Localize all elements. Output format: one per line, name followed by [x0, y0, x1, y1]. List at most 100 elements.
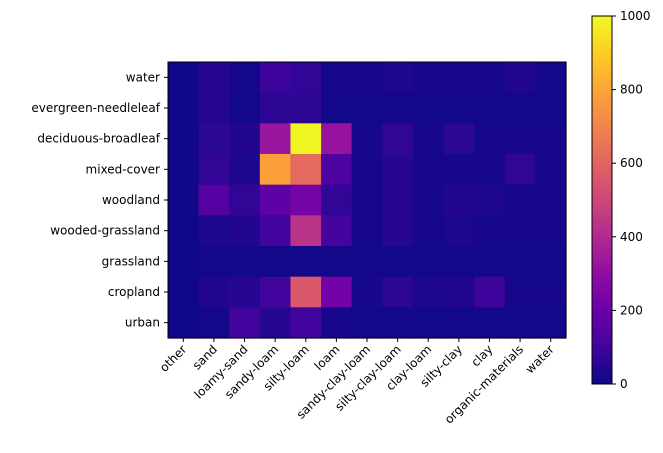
y-tick-label-wooded-grassland: wooded-grassland [50, 224, 160, 238]
heatmap-cell-urban-water [535, 307, 567, 339]
heatmap-cell-grassland-organic-materials [504, 246, 536, 278]
heatmap-cell-deciduous-broadleaf-clay [474, 123, 506, 155]
heatmap-cell-cropland-silty-loam [290, 276, 322, 308]
heatmap-cell-cropland-clay [474, 276, 506, 308]
heatmap-cell-mixed-cover-loam [321, 154, 353, 186]
heatmap-cell-water-organic-materials [504, 62, 536, 94]
heatmap-cell-wooded-grassland-water [535, 215, 567, 247]
heatmap-cell-evergreen-needleleaf-silty-loam [290, 92, 322, 124]
heatmap-cell-water-silty-clay [443, 62, 475, 94]
heatmap-cell-grassland-silty-loam [290, 246, 322, 278]
heatmap-cell-water-clay-loam [412, 62, 445, 94]
colorbar-tick-label: 0 [620, 377, 628, 391]
heatmap-cell-woodland-sand [198, 184, 230, 216]
heatmap-cell-wooded-grassland-sand [198, 215, 230, 247]
heatmap-cell-deciduous-broadleaf-sandy-clay-loam [351, 123, 383, 155]
heatmap-cell-evergreen-needleleaf-clay [474, 92, 506, 124]
heatmap-cell-woodland-sandy-loam [259, 184, 292, 216]
heatmap-cell-deciduous-broadleaf-organic-materials [504, 123, 536, 155]
heatmap-cell-mixed-cover-other [168, 154, 200, 186]
heatmap-cell-urban-sand [198, 307, 230, 339]
heatmap-cell-wooded-grassland-sandy-loam [259, 215, 292, 247]
colorbar-tick-label: 200 [620, 303, 643, 317]
y-tick-label-woodland: woodland [102, 193, 160, 207]
heatmap-cell-grassland-loam [321, 246, 353, 278]
heatmap-cell-grassland-sand [198, 246, 230, 278]
heatmap-cell-deciduous-broadleaf-clay-loam [412, 123, 445, 155]
heatmap-cell-cropland-sandy-loam [259, 276, 292, 308]
heatmap-cell-evergreen-needleleaf-silty-clay-loam [382, 92, 414, 124]
heatmap-cell-water-loamy-sand [229, 62, 261, 94]
heatmap-cell-cropland-silty-clay-loam [382, 276, 414, 308]
heatmap-cell-grassland-sandy-loam [259, 246, 292, 278]
heatmap-cell-deciduous-broadleaf-silty-loam [290, 123, 322, 155]
heatmap-cell-water-other [168, 62, 200, 94]
heatmap-cell-mixed-cover-water [535, 154, 567, 186]
heatmap-cell-grassland-silty-clay [443, 246, 475, 278]
heatmap-cell-evergreen-needleleaf-loamy-sand [229, 92, 261, 124]
heatmap-cell-mixed-cover-sand [198, 154, 230, 186]
x-tick-label-water: water [523, 342, 557, 376]
heatmap-cell-wooded-grassland-clay [474, 215, 506, 247]
heatmap-cell-wooded-grassland-clay-loam [412, 215, 445, 247]
y-axis: water evergreen-needleleaf deciduous-broad… [31, 70, 168, 330]
heatmap-cell-urban-sandy-loam [259, 307, 292, 339]
heatmap-cell-deciduous-broadleaf-loamy-sand [229, 123, 261, 155]
y-tick-label-deciduous-broadleaf: deciduous-broadleaf [37, 132, 160, 146]
heatmap-cell-woodland-silty-clay-loam [382, 184, 414, 216]
heatmap-cell-urban-other [168, 307, 200, 339]
heatmap-cell-evergreen-needleleaf-sand [198, 92, 230, 124]
heatmap-cell-woodland-organic-materials [504, 184, 536, 216]
heatmap-cell-urban-loam [321, 307, 353, 339]
heatmap-cell-urban-sandy-clay-loam [351, 307, 383, 339]
heatmap-cell-cropland-sand [198, 276, 230, 308]
heatmap-cell-water-loam [321, 62, 353, 94]
heatmap-cell-urban-organic-materials [504, 307, 536, 339]
heatmap-cell-water-sandy-clay-loam [351, 62, 383, 94]
heatmap-cell-mixed-cover-sandy-loam [259, 154, 292, 186]
heatmap-cell-wooded-grassland-sandy-clay-loam [351, 215, 383, 247]
heatmap-cell-wooded-grassland-silty-clay [443, 215, 475, 247]
heatmap-cell-mixed-cover-organic-materials [504, 154, 536, 186]
heatmap-cell-cropland-organic-materials [504, 276, 536, 308]
heatmap-cell-urban-loamy-sand [229, 307, 261, 339]
heatmap-cell-urban-clay [474, 307, 506, 339]
heatmap-cell-mixed-cover-loamy-sand [229, 154, 261, 186]
y-tick-label-mixed-cover: mixed-cover [86, 162, 161, 176]
heatmap-cell-evergreen-needleleaf-sandy-clay-loam [351, 92, 383, 124]
heatmap-cell-wooded-grassland-silty-clay-loam [382, 215, 414, 247]
heatmap-cell-cropland-loam [321, 276, 353, 308]
heatmap-cell-deciduous-broadleaf-sandy-loam [259, 123, 292, 155]
heatmap-cell-deciduous-broadleaf-other [168, 123, 200, 155]
heatmap-cell-cropland-water [535, 276, 567, 308]
heatmap-cell-cropland-clay-loam [412, 276, 445, 308]
heatmap-cell-grassland-silty-clay-loam [382, 246, 414, 278]
heatmap-cell-water-silty-clay-loam [382, 62, 414, 94]
heatmap-cell-wooded-grassland-organic-materials [504, 215, 536, 247]
heatmap-cell-wooded-grassland-other [168, 215, 200, 247]
heatmap-cell-deciduous-broadleaf-silty-clay [443, 123, 475, 155]
heatmap-cell-water-silty-loam [290, 62, 322, 94]
heatmap-cell-woodland-loam [321, 184, 353, 216]
heatmap-cell-water-water [535, 62, 567, 94]
y-tick-label-evergreen-needleleaf: evergreen-needleleaf [31, 101, 160, 115]
heatmap-cell-evergreen-needleleaf-silty-clay [443, 92, 475, 124]
colorbar-tick-label: 600 [620, 156, 643, 170]
heatmap-cell-urban-clay-loam [412, 307, 445, 339]
heatmap-cell-cropland-loamy-sand [229, 276, 261, 308]
heatmap-cells [168, 62, 567, 339]
heatmap-cell-deciduous-broadleaf-water [535, 123, 567, 155]
heatmap-cell-grassland-loamy-sand [229, 246, 261, 278]
x-tick-label-clay: clay [468, 342, 495, 369]
heatmap-cell-urban-silty-clay [443, 307, 475, 339]
heatmap-cell-grassland-water [535, 246, 567, 278]
x-tick-label-other: other [157, 342, 190, 375]
heatmap-cell-grassland-clay [474, 246, 506, 278]
heatmap-cell-wooded-grassland-loamy-sand [229, 215, 261, 247]
heatmap-cell-woodland-silty-clay [443, 184, 475, 216]
heatmap-cell-deciduous-broadleaf-loam [321, 123, 353, 155]
y-tick-label-urban: urban [125, 316, 160, 330]
heatmap-cell-woodland-other [168, 184, 200, 216]
y-tick-label-water: water [126, 70, 160, 84]
